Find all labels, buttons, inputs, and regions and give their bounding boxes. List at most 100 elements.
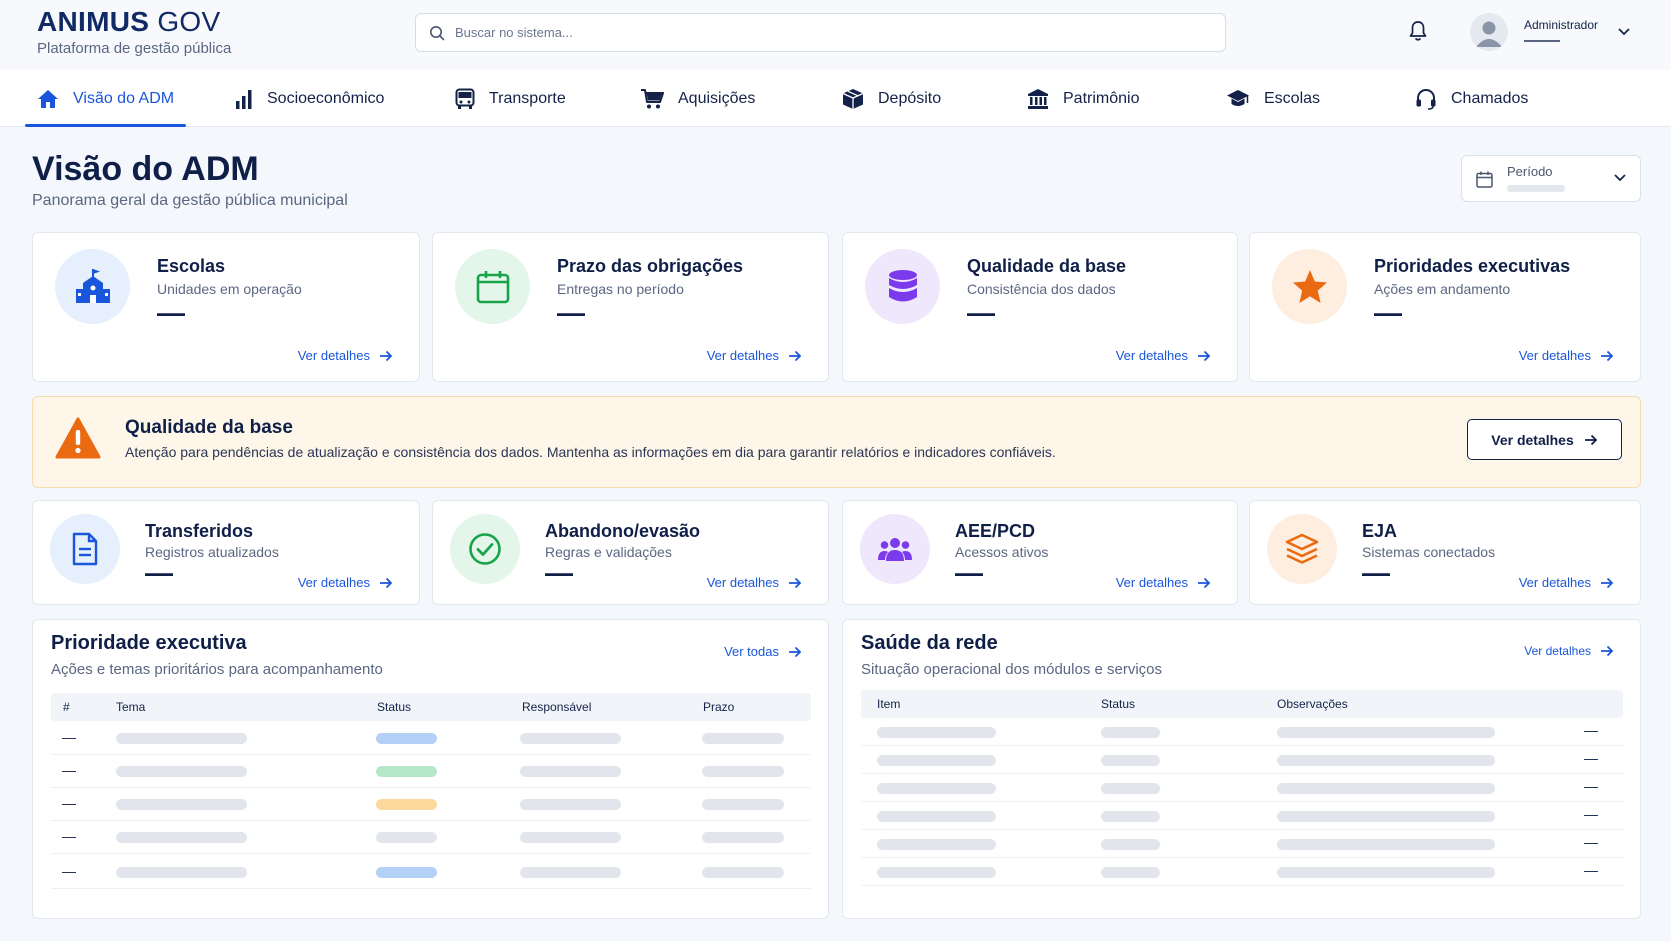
observacoes-placeholder bbox=[1277, 811, 1495, 822]
col-item: Item bbox=[877, 697, 901, 711]
kpi-card-escolas: Escolas Unidades em operação — Ver detal… bbox=[32, 232, 420, 382]
mini-details-link[interactable]: Ver detalhes bbox=[707, 575, 802, 590]
mini-details-link[interactable]: Ver detalhes bbox=[1116, 575, 1211, 590]
kpi-subtitle: Entregas no período bbox=[557, 281, 684, 297]
table-row[interactable]: — bbox=[861, 746, 1623, 774]
kpi-details-link[interactable]: Ver detalhes bbox=[298, 348, 393, 363]
status-pill bbox=[376, 766, 437, 777]
observacoes-placeholder bbox=[1277, 755, 1495, 766]
nav-item-visao-adm[interactable]: Visão do ADM bbox=[24, 70, 187, 127]
responsavel-placeholder bbox=[520, 733, 621, 744]
mini-title: Abandono/evasão bbox=[545, 521, 701, 541]
item-placeholder bbox=[877, 839, 996, 850]
mini-details-link[interactable]: Ver detalhes bbox=[298, 575, 393, 590]
search-box[interactable] bbox=[415, 13, 1226, 52]
col-status: Status bbox=[377, 700, 412, 714]
table-row[interactable]: — bbox=[51, 755, 811, 788]
user-role-placeholder bbox=[1524, 40, 1560, 42]
table-row[interactable]: — bbox=[51, 821, 811, 854]
kpi-subtitle: Consistência dos dados bbox=[967, 281, 1116, 297]
table-row[interactable]: — bbox=[861, 802, 1623, 830]
page-title: Visão do ADM bbox=[32, 150, 259, 188]
status-placeholder bbox=[1101, 755, 1160, 766]
table-row[interactable]: — bbox=[51, 722, 811, 755]
nav-item-transporte[interactable]: Transporte bbox=[455, 70, 566, 127]
nav-item-aquisicoes[interactable]: Aquisições bbox=[640, 70, 755, 127]
search-input[interactable] bbox=[455, 25, 1155, 40]
observacoes-placeholder bbox=[1277, 867, 1495, 878]
mini-details-link[interactable]: Ver detalhes bbox=[1519, 575, 1614, 590]
nav-item-chamados[interactable]: Chamados bbox=[1415, 70, 1528, 127]
nav-item-patrimonio[interactable]: Patrimônio bbox=[1027, 70, 1139, 127]
kpi-details-link[interactable]: Ver detalhes bbox=[707, 348, 802, 363]
mini-icon-wrap bbox=[860, 514, 930, 584]
observacoes-placeholder bbox=[1277, 839, 1495, 850]
warning-icon bbox=[55, 417, 101, 459]
user-icon bbox=[1476, 21, 1502, 47]
search-icon bbox=[430, 25, 445, 40]
kpi-details-link[interactable]: Ver detalhes bbox=[1519, 348, 1614, 363]
mini-subtitle: Acessos ativos bbox=[955, 544, 1049, 560]
nav-item-socioeconomico[interactable]: Socioeconômico bbox=[235, 70, 384, 127]
mini-value: — bbox=[145, 557, 173, 588]
kpi-title: Qualidade da base bbox=[967, 256, 1127, 276]
period-select[interactable]: Período bbox=[1461, 155, 1641, 202]
row-number: — bbox=[62, 762, 76, 778]
period-value-placeholder bbox=[1507, 185, 1565, 192]
bell-icon[interactable] bbox=[1408, 20, 1428, 42]
data-quality-alert: Qualidade da base Atenção para pendência… bbox=[32, 396, 1641, 488]
arrow-right-icon bbox=[1198, 350, 1211, 361]
alert-details-button[interactable]: Ver detalhes bbox=[1467, 419, 1622, 460]
observacoes-placeholder bbox=[1277, 783, 1495, 794]
main-nav: Visão do ADM Socioeconômico Transporte A… bbox=[0, 70, 1671, 127]
kpi-icon-wrap bbox=[865, 249, 940, 324]
col-tema: Tema bbox=[116, 700, 146, 714]
health-details-link[interactable]: Ver detalhes bbox=[1524, 644, 1614, 658]
prazo-placeholder bbox=[702, 799, 784, 810]
kpi-details-link[interactable]: Ver detalhes bbox=[1116, 348, 1211, 363]
mini-title: AEE/PCD bbox=[955, 521, 1036, 541]
table-row[interactable]: — bbox=[51, 856, 811, 889]
table-row[interactable]: — bbox=[51, 788, 811, 821]
mini-subtitle: Regras e validações bbox=[545, 544, 672, 560]
mini-card-abandono: Abandono/evasão Regras e validações — Ve… bbox=[432, 500, 829, 605]
table-row[interactable]: — bbox=[861, 774, 1623, 802]
row-trail: — bbox=[1584, 862, 1598, 878]
check-circle-icon bbox=[469, 533, 501, 565]
item-placeholder bbox=[877, 755, 996, 766]
nav-label: Socioeconômico bbox=[267, 89, 385, 107]
nav-label: Escolas bbox=[1264, 89, 1321, 107]
tema-placeholder bbox=[116, 867, 247, 878]
nav-label: Visão do ADM bbox=[73, 89, 175, 107]
table-row[interactable]: — bbox=[861, 830, 1623, 858]
mini-title: EJA bbox=[1362, 521, 1398, 541]
table-row[interactable]: — bbox=[861, 718, 1623, 746]
priority-table-header: # Tema Status Responsável Prazo bbox=[51, 693, 811, 721]
col-number: # bbox=[63, 700, 70, 714]
alert-title: Qualidade da base bbox=[125, 417, 293, 438]
arrow-right-icon bbox=[1198, 577, 1211, 588]
view-all-link[interactable]: Ver todas bbox=[724, 644, 802, 659]
priority-panel: Prioridade executiva Ações e temas prior… bbox=[32, 619, 829, 919]
bank-icon bbox=[1028, 88, 1048, 109]
period-label: Período bbox=[1507, 164, 1553, 179]
brand-logo[interactable]: ANIMUS GOV bbox=[37, 6, 221, 37]
nav-item-deposito[interactable]: Depósito bbox=[842, 70, 941, 127]
school-icon bbox=[75, 268, 110, 303]
table-row[interactable]: — bbox=[861, 858, 1623, 886]
user-name[interactable]: Administrador bbox=[1524, 18, 1599, 32]
item-placeholder bbox=[877, 811, 996, 822]
chevron-down-icon[interactable] bbox=[1618, 28, 1630, 36]
home-icon bbox=[38, 89, 58, 108]
responsavel-placeholder bbox=[520, 832, 621, 843]
nav-label: Depósito bbox=[878, 89, 942, 107]
status-placeholder bbox=[1101, 783, 1160, 794]
row-trail: — bbox=[1584, 806, 1598, 822]
arrow-right-icon bbox=[789, 350, 802, 361]
chevron-down-icon bbox=[1614, 174, 1626, 182]
nav-item-escolas[interactable]: Escolas bbox=[1226, 70, 1320, 127]
page-subtitle: Panorama geral da gestão pública municip… bbox=[32, 192, 348, 209]
bus-icon bbox=[455, 88, 475, 109]
avatar[interactable] bbox=[1470, 13, 1508, 51]
row-trail: — bbox=[1584, 722, 1598, 738]
